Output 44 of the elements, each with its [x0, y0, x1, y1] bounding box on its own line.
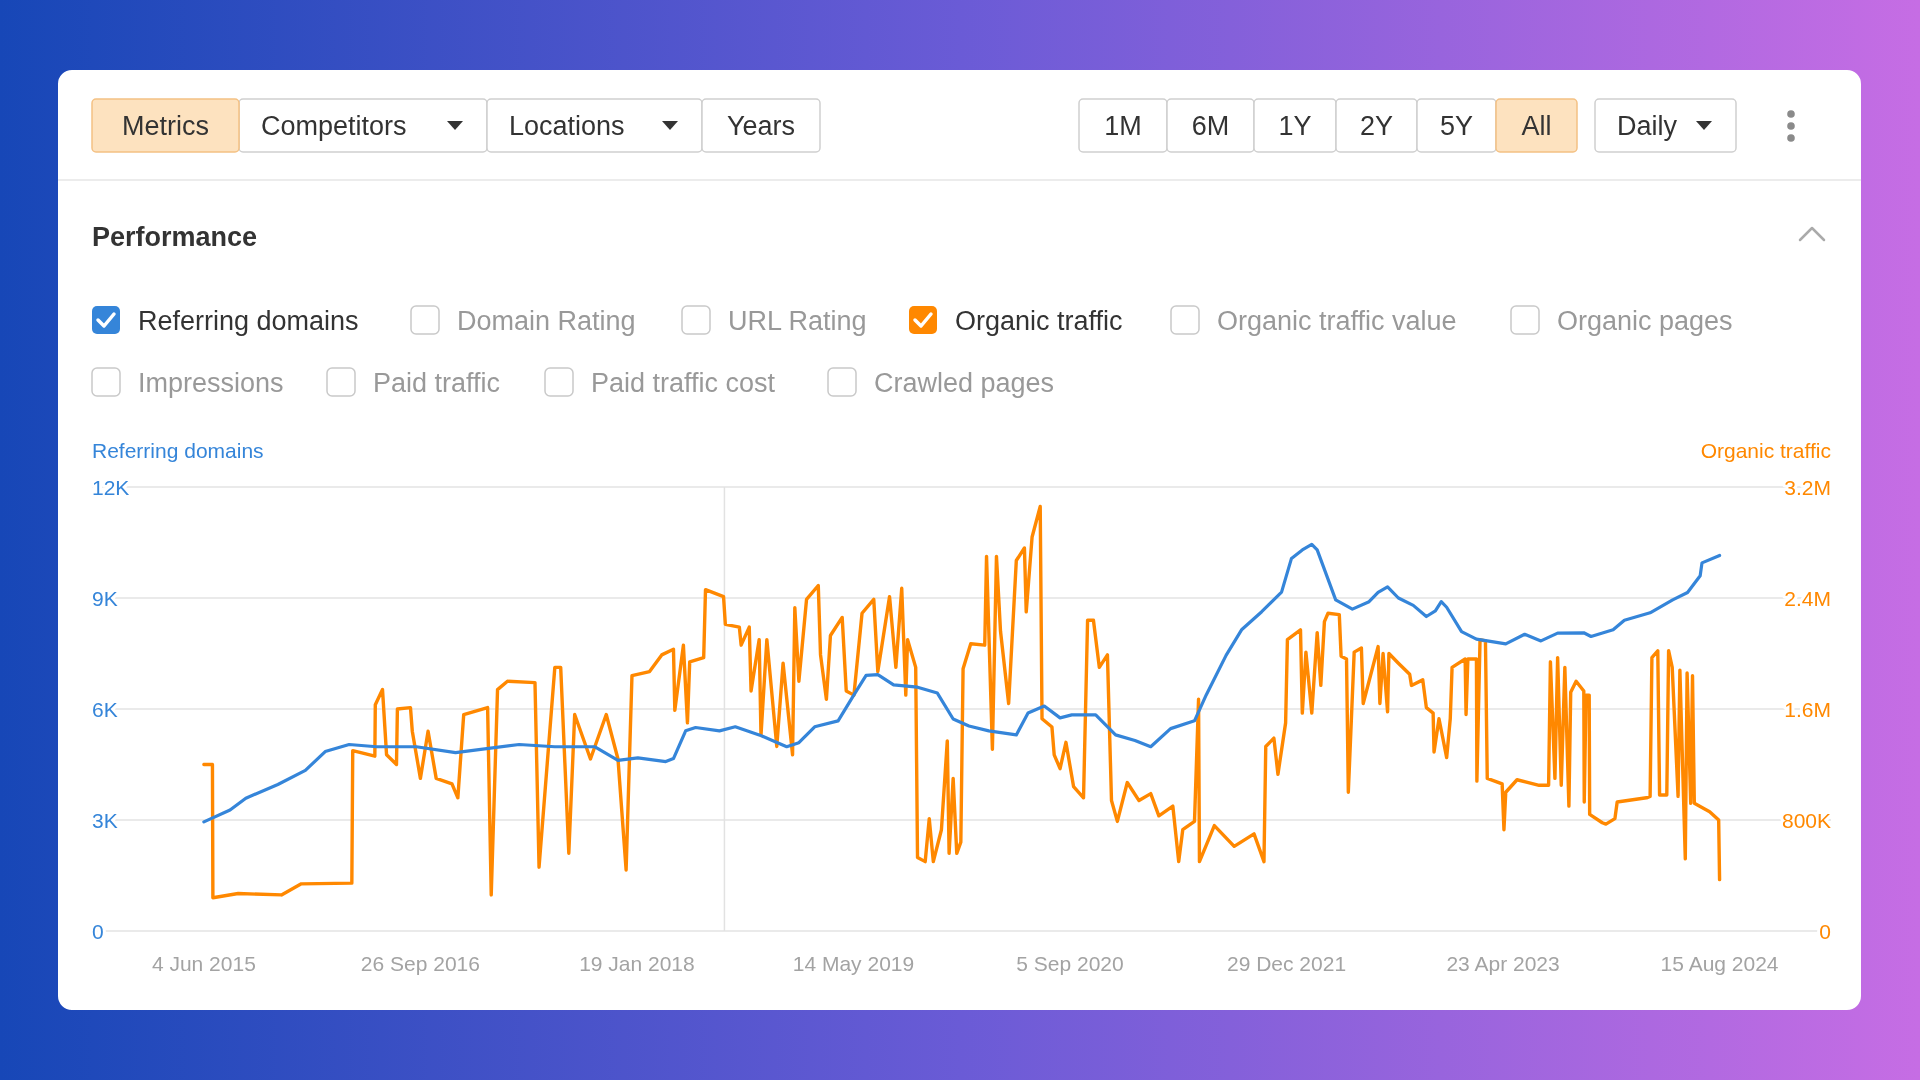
y2-tick-label: 3.2M [1784, 475, 1831, 499]
legend-label: Referring domains [138, 305, 359, 336]
text: 1M [1104, 111, 1142, 141]
y-tick-label: 12K [92, 475, 130, 499]
chart-title: Performance [92, 222, 258, 252]
y2-tick-label: 2.4M [1784, 586, 1831, 610]
y-tick-label: 6K [92, 697, 118, 721]
text: 2Y [1359, 111, 1394, 141]
text: 1Y [1278, 111, 1312, 141]
x-tick-label: 23 Apr 2023 [1446, 952, 1560, 975]
text: URL Rating [728, 305, 867, 336]
line-series [202, 542, 1722, 824]
y-tick-label: 0 [92, 919, 104, 943]
x-tick-label: 26 Sep 2016 [360, 952, 480, 975]
line-series [202, 504, 1722, 900]
text: Impressions [138, 367, 284, 398]
text: Competitors [261, 111, 407, 141]
legend-label: Organic traffic [955, 305, 1123, 336]
x-tick-label: 5 Sep 2020 [1016, 952, 1124, 975]
text: Organic traffic value [1217, 305, 1457, 336]
text: Paid traffic [373, 367, 501, 398]
text: Organic pages [1557, 305, 1733, 336]
text: All [1521, 111, 1552, 141]
text: 5Y [1439, 111, 1474, 141]
y-axis-title: Referring domains [92, 439, 264, 462]
y2-tick-label: 0 [1819, 919, 1831, 943]
text: Crawled pages [874, 367, 1055, 398]
text: Years [726, 111, 796, 141]
text: Daily [1617, 111, 1678, 141]
text: Locations [509, 111, 625, 141]
y-tick-label: 3K [92, 808, 118, 832]
text: Paid traffic cost [591, 367, 776, 398]
y2-axis-title: Organic traffic [1700, 439, 1831, 462]
x-tick-label: 15 Aug 2024 [1660, 952, 1779, 975]
y2-tick-label: 1.6M [1784, 697, 1831, 721]
text: Metrics [122, 111, 209, 141]
text: Domain Rating [457, 305, 636, 336]
x-tick-label: 19 Jan 2018 [579, 952, 695, 975]
y-tick-label: 9K [92, 586, 118, 610]
x-tick-label: 14 May 2019 [792, 952, 915, 975]
text: 6M [1191, 111, 1230, 141]
x-tick-label: 4 Jun 2015 [151, 952, 256, 975]
y2-tick-label: 800K [1781, 808, 1831, 832]
x-tick-label: 29 Dec 2021 [1226, 952, 1347, 975]
